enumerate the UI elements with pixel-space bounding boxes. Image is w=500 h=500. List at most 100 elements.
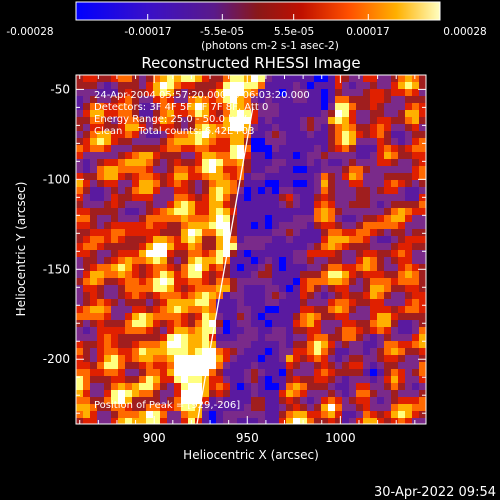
heatmap-cell xyxy=(293,250,300,257)
heatmap-cell xyxy=(370,341,377,348)
heatmap-cell xyxy=(314,89,321,96)
heatmap-cell xyxy=(104,173,111,180)
heatmap-cell xyxy=(83,187,90,194)
heatmap-cell xyxy=(398,292,405,299)
heatmap-cell xyxy=(419,131,426,138)
heatmap-cell xyxy=(111,369,118,376)
heatmap-cell xyxy=(279,208,286,215)
heatmap-cell xyxy=(160,390,167,397)
heatmap-cell xyxy=(293,187,300,194)
heatmap-cell xyxy=(321,278,328,285)
heatmap-cell xyxy=(419,397,426,404)
heatmap-cell xyxy=(286,278,293,285)
heatmap-cell xyxy=(314,348,321,355)
heatmap-cell xyxy=(90,187,97,194)
heatmap-cell xyxy=(363,110,370,117)
heatmap-cell xyxy=(398,369,405,376)
heatmap-cell xyxy=(258,159,265,166)
heatmap-cell xyxy=(265,271,272,278)
heatmap-cell xyxy=(286,341,293,348)
heatmap-cell xyxy=(90,222,97,229)
heatmap-cell xyxy=(412,369,419,376)
heatmap-cell xyxy=(83,215,90,222)
heatmap-cell xyxy=(104,152,111,159)
heatmap-cell xyxy=(83,271,90,278)
heatmap-cell xyxy=(307,222,314,229)
heatmap-cell xyxy=(111,306,118,313)
heatmap-cell xyxy=(209,166,216,173)
heatmap-cell xyxy=(139,264,146,271)
heatmap-cell xyxy=(363,334,370,341)
heatmap-cell xyxy=(90,138,97,145)
heatmap-cell xyxy=(321,124,328,131)
heatmap-cell xyxy=(251,145,258,152)
heatmap-cell xyxy=(307,145,314,152)
heatmap-cell xyxy=(146,180,153,187)
heatmap-cell xyxy=(279,397,286,404)
heatmap-cell xyxy=(300,341,307,348)
heatmap-cell xyxy=(146,152,153,159)
heatmap-cell xyxy=(174,285,181,292)
heatmap-cell xyxy=(216,369,223,376)
heatmap-cell xyxy=(384,313,391,320)
heatmap-cell xyxy=(356,110,363,117)
heatmap-cell xyxy=(363,264,370,271)
heatmap-cell xyxy=(335,278,342,285)
heatmap-cell xyxy=(370,124,377,131)
heatmap-cell xyxy=(111,313,118,320)
heatmap-cell xyxy=(300,271,307,278)
heatmap-cell xyxy=(405,138,412,145)
heatmap-cell xyxy=(90,390,97,397)
heatmap-cell xyxy=(370,96,377,103)
heatmap-cell xyxy=(244,334,251,341)
heatmap-cell xyxy=(370,75,377,82)
heatmap-cell xyxy=(76,166,83,173)
heatmap-cell xyxy=(286,327,293,334)
heatmap-cell xyxy=(279,390,286,397)
heatmap-cell xyxy=(139,152,146,159)
heatmap-cell xyxy=(153,292,160,299)
heatmap-cell xyxy=(174,369,181,376)
heatmap-cell xyxy=(300,201,307,208)
heatmap-cell xyxy=(258,82,265,89)
heatmap-cell xyxy=(104,229,111,236)
heatmap-cell xyxy=(342,117,349,124)
heatmap-cell xyxy=(223,390,230,397)
heatmap-cell xyxy=(181,355,188,362)
heatmap-cell xyxy=(321,411,328,418)
heatmap-cell xyxy=(209,306,216,313)
heatmap-cell xyxy=(279,103,286,110)
heatmap-cell xyxy=(216,173,223,180)
heatmap-cell xyxy=(342,194,349,201)
heatmap-cell xyxy=(202,327,209,334)
heatmap-cell xyxy=(412,229,419,236)
heatmap-cell xyxy=(356,117,363,124)
heatmap-cell xyxy=(90,215,97,222)
heatmap-cell xyxy=(118,152,125,159)
heatmap-cell xyxy=(349,313,356,320)
heatmap-cell xyxy=(391,264,398,271)
heatmap-cell xyxy=(363,82,370,89)
heatmap-cell xyxy=(321,208,328,215)
heatmap-cell xyxy=(356,299,363,306)
heatmap-cell xyxy=(76,117,83,124)
heatmap-cell xyxy=(237,411,244,418)
heatmap-cell xyxy=(181,243,188,250)
heatmap-cell xyxy=(216,82,223,89)
heatmap-cell xyxy=(286,376,293,383)
heatmap-cell xyxy=(160,215,167,222)
heatmap-cell xyxy=(76,362,83,369)
heatmap-cell xyxy=(286,208,293,215)
heatmap-cell xyxy=(398,411,405,418)
heatmap-cell xyxy=(300,383,307,390)
heatmap-cell xyxy=(335,152,342,159)
heatmap-cell xyxy=(111,152,118,159)
heatmap-cell xyxy=(160,292,167,299)
heatmap-cell xyxy=(251,180,258,187)
heatmap-cell xyxy=(286,222,293,229)
heatmap-cell xyxy=(391,278,398,285)
heatmap-cell xyxy=(363,257,370,264)
heatmap-cell xyxy=(76,138,83,145)
heatmap-cell xyxy=(419,159,426,166)
